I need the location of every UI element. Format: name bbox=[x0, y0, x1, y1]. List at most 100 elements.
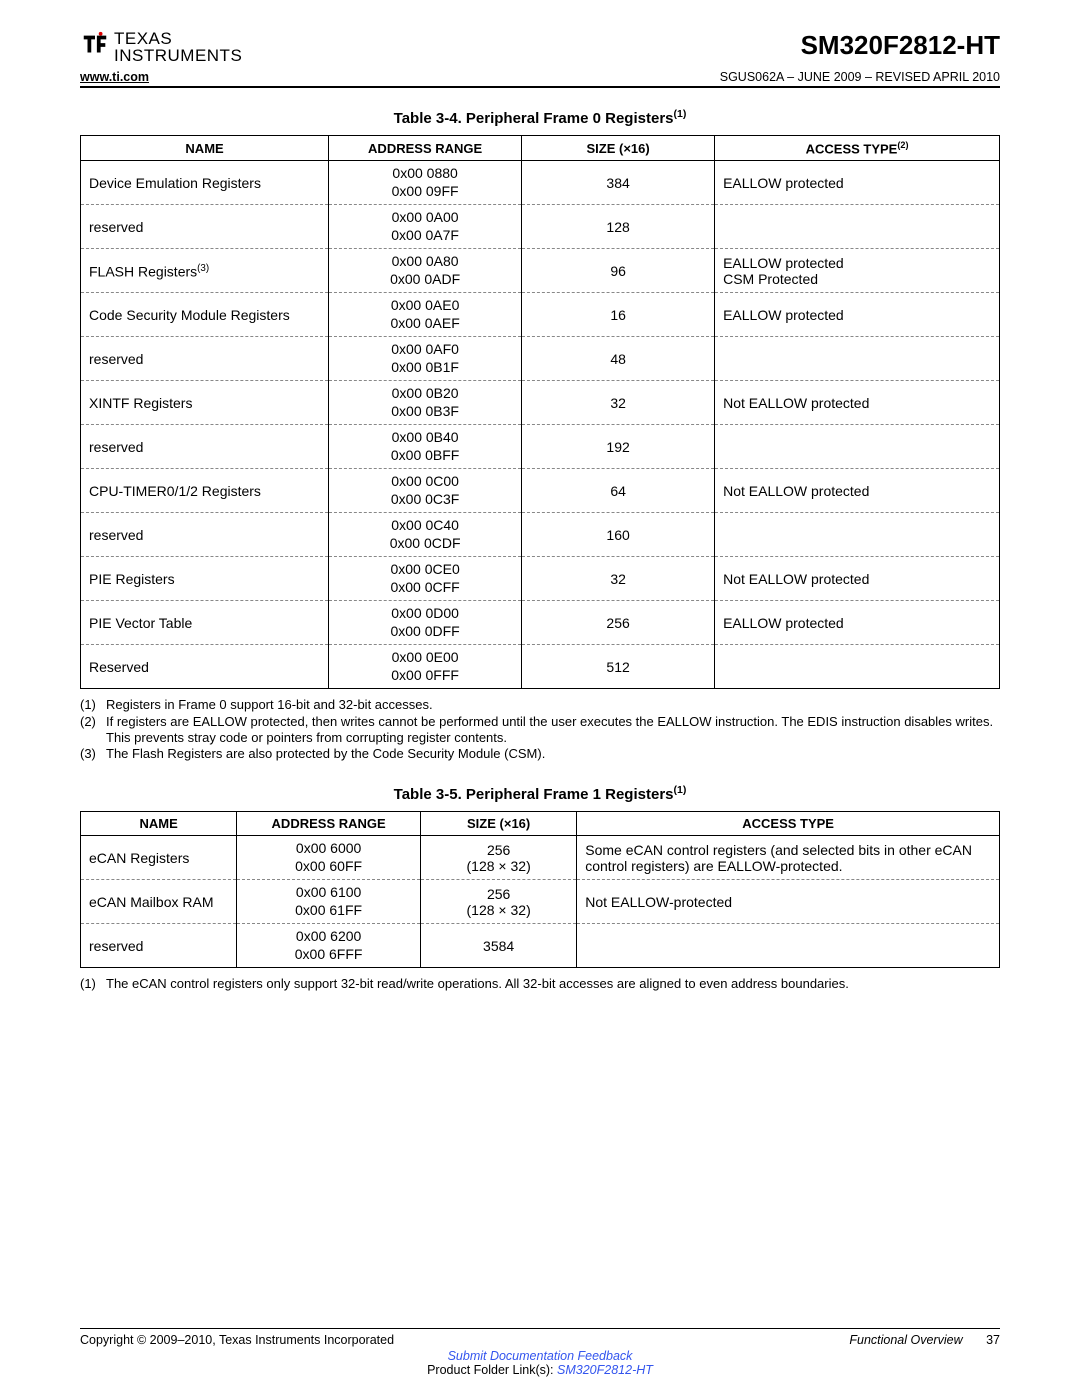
address-cell: 0x00 0A800x00 0ADF bbox=[329, 249, 522, 293]
address-cell: 0x00 0AF00x00 0B1F bbox=[329, 337, 522, 381]
access-cell: EALLOW protectedCSM Protected bbox=[715, 249, 1000, 293]
access-cell: Some eCAN control registers (and selecte… bbox=[577, 836, 1000, 880]
size-cell: 512 bbox=[522, 645, 715, 689]
page-footer: Copyright © 2009–2010, Texas Instruments… bbox=[80, 1328, 1000, 1377]
name-cell: FLASH Registers(3) bbox=[81, 249, 329, 293]
table1-title-sup: (1) bbox=[674, 108, 687, 120]
table1: NAMEADDRESS RANGESIZE (×16)ACCESS TYPE(2… bbox=[80, 135, 1000, 689]
access-cell: Not EALLOW protected bbox=[715, 469, 1000, 513]
size-cell: 192 bbox=[522, 425, 715, 469]
table2-title-sup: (1) bbox=[674, 784, 687, 796]
access-cell bbox=[715, 425, 1000, 469]
footnote: (1)Registers in Frame 0 support 16-bit a… bbox=[80, 697, 1000, 713]
table2-header: ACCESS TYPE bbox=[577, 812, 1000, 836]
feedback-link[interactable]: Submit Documentation Feedback bbox=[448, 1349, 633, 1363]
website-link[interactable]: www.ti.com bbox=[80, 70, 149, 84]
size-cell: 256 bbox=[522, 601, 715, 645]
table-row: reserved0x00 0A000x00 0A7F128 bbox=[81, 205, 1000, 249]
address-cell: 0x00 61000x00 61FF bbox=[237, 880, 421, 924]
table-row: XINTF Registers0x00 0B200x00 0B3F32Not E… bbox=[81, 381, 1000, 425]
table1-notes: (1)Registers in Frame 0 support 16-bit a… bbox=[80, 697, 1000, 762]
access-cell: EALLOW protected bbox=[715, 293, 1000, 337]
address-cell: 0x00 0AE00x00 0AEF bbox=[329, 293, 522, 337]
access-cell bbox=[715, 513, 1000, 557]
table2: NAMEADDRESS RANGESIZE (×16)ACCESS TYPEeC… bbox=[80, 811, 1000, 968]
name-cell: XINTF Registers bbox=[81, 381, 329, 425]
size-cell: 128 bbox=[522, 205, 715, 249]
folder-link[interactable]: SM320F2812-HT bbox=[557, 1363, 653, 1377]
size-cell: 96 bbox=[522, 249, 715, 293]
table-row: FLASH Registers(3)0x00 0A800x00 0ADF96EA… bbox=[81, 249, 1000, 293]
table1-header: NAME bbox=[81, 136, 329, 161]
size-cell: 160 bbox=[522, 513, 715, 557]
access-cell: Not EALLOW protected bbox=[715, 557, 1000, 601]
address-cell: 0x00 60000x00 60FF bbox=[237, 836, 421, 880]
size-cell: 16 bbox=[522, 293, 715, 337]
size-cell: 256(128 × 32) bbox=[421, 836, 577, 880]
name-cell: PIE Vector Table bbox=[81, 601, 329, 645]
table-row: Device Emulation Registers0x00 08800x00 … bbox=[81, 161, 1000, 205]
address-cell: 0x00 08800x00 09FF bbox=[329, 161, 522, 205]
section-label: Functional Overview bbox=[849, 1333, 962, 1347]
copyright-text: Copyright © 2009–2010, Texas Instruments… bbox=[80, 1333, 394, 1347]
address-cell: 0x00 0C400x00 0CDF bbox=[329, 513, 522, 557]
page-subheader: www.ti.com SGUS062A – JUNE 2009 – REVISE… bbox=[80, 70, 1000, 88]
table2-notes: (1)The eCAN control registers only suppo… bbox=[80, 976, 1000, 992]
address-cell: 0x00 0A000x00 0A7F bbox=[329, 205, 522, 249]
access-cell: Not EALLOW-protected bbox=[577, 880, 1000, 924]
table1-header: ACCESS TYPE(2) bbox=[715, 136, 1000, 161]
address-cell: 0x00 0C000x00 0C3F bbox=[329, 469, 522, 513]
address-cell: 0x00 0D000x00 0DFF bbox=[329, 601, 522, 645]
address-cell: 0x00 0CE00x00 0CFF bbox=[329, 557, 522, 601]
name-cell: reserved bbox=[81, 425, 329, 469]
table2-header: ADDRESS RANGE bbox=[237, 812, 421, 836]
address-cell: 0x00 62000x00 6FFF bbox=[237, 924, 421, 968]
table-row: reserved0x00 0C400x00 0CDF160 bbox=[81, 513, 1000, 557]
name-cell: CPU-TIMER0/1/2 Registers bbox=[81, 469, 329, 513]
table-row: PIE Registers0x00 0CE00x00 0CFF32Not EAL… bbox=[81, 557, 1000, 601]
access-cell bbox=[715, 205, 1000, 249]
footnote: (3)The Flash Registers are also protecte… bbox=[80, 746, 1000, 762]
folder-text: Product Folder Link(s): bbox=[427, 1363, 557, 1377]
size-cell: 64 bbox=[522, 469, 715, 513]
name-cell: reserved bbox=[81, 337, 329, 381]
table2-title: Table 3-5. Peripheral Frame 1 Registers(… bbox=[80, 784, 1000, 803]
size-cell: 384 bbox=[522, 161, 715, 205]
table1-title: Table 3-4. Peripheral Frame 0 Registers(… bbox=[80, 108, 1000, 127]
logo-text-bottom: INSTRUMENTS bbox=[114, 47, 242, 64]
doc-revision: SGUS062A – JUNE 2009 – REVISED APRIL 201… bbox=[720, 70, 1000, 84]
footnote: (1)The eCAN control registers only suppo… bbox=[80, 976, 1000, 992]
name-cell: PIE Registers bbox=[81, 557, 329, 601]
part-number: SM320F2812-HT bbox=[801, 30, 1000, 61]
size-cell: 3584 bbox=[421, 924, 577, 968]
page-number: 37 bbox=[986, 1333, 1000, 1347]
name-cell: eCAN Mailbox RAM bbox=[81, 880, 237, 924]
table1-header: SIZE (×16) bbox=[522, 136, 715, 161]
ti-logo-icon bbox=[80, 30, 110, 60]
name-cell: Reserved bbox=[81, 645, 329, 689]
access-cell bbox=[577, 924, 1000, 968]
name-cell: reserved bbox=[81, 205, 329, 249]
access-cell bbox=[715, 337, 1000, 381]
name-cell: eCAN Registers bbox=[81, 836, 237, 880]
table-row: CPU-TIMER0/1/2 Registers0x00 0C000x00 0C… bbox=[81, 469, 1000, 513]
name-cell: reserved bbox=[81, 924, 237, 968]
size-cell: 32 bbox=[522, 557, 715, 601]
name-cell: Device Emulation Registers bbox=[81, 161, 329, 205]
access-cell: Not EALLOW protected bbox=[715, 381, 1000, 425]
table1-title-text: Table 3-4. Peripheral Frame 0 Registers bbox=[394, 110, 674, 127]
address-cell: 0x00 0E000x00 0FFF bbox=[329, 645, 522, 689]
access-cell bbox=[715, 645, 1000, 689]
page-header: TEXAS INSTRUMENTS SM320F2812-HT bbox=[80, 30, 1000, 64]
table-row: PIE Vector Table0x00 0D000x00 0DFF256EAL… bbox=[81, 601, 1000, 645]
table-row: eCAN Mailbox RAM0x00 61000x00 61FF256(12… bbox=[81, 880, 1000, 924]
name-cell: reserved bbox=[81, 513, 329, 557]
table-row: reserved0x00 0B400x00 0BFF192 bbox=[81, 425, 1000, 469]
table-row: reserved0x00 62000x00 6FFF3584 bbox=[81, 924, 1000, 968]
table1-header: ADDRESS RANGE bbox=[329, 136, 522, 161]
name-cell: Code Security Module Registers bbox=[81, 293, 329, 337]
logo-text-top: TEXAS bbox=[114, 30, 242, 47]
ti-logo: TEXAS INSTRUMENTS bbox=[80, 30, 242, 64]
size-cell: 256(128 × 32) bbox=[421, 880, 577, 924]
table-row: Reserved0x00 0E000x00 0FFF512 bbox=[81, 645, 1000, 689]
